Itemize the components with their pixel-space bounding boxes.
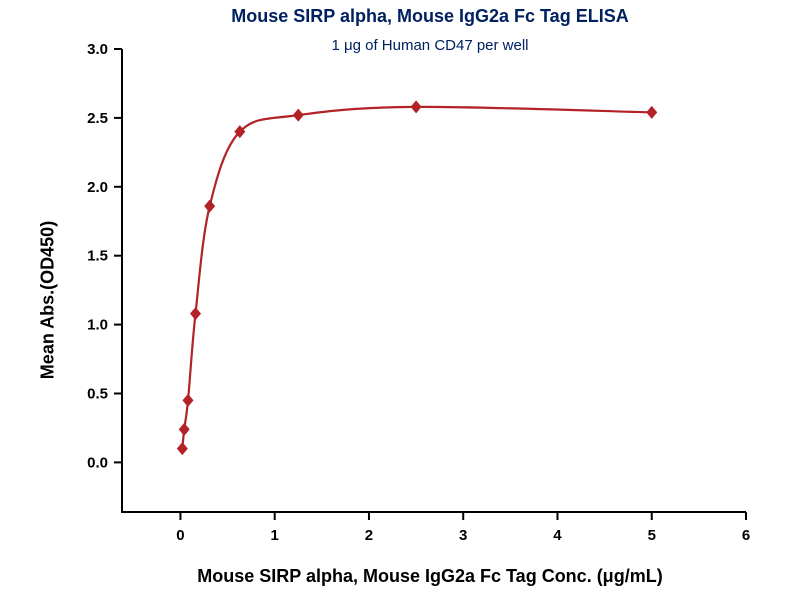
y-tick-label: 0.5 [87,385,108,402]
data-point-marker [182,393,194,407]
y-tick-label: 0.0 [87,454,108,471]
y-tick-label: 1.5 [87,248,108,265]
data-point-marker [410,100,422,114]
y-tick-label: 3.0 [87,41,108,58]
data-point-marker [204,199,216,213]
x-axis-title: Mouse SIRP alpha, Mouse IgG2a Fc Tag Con… [197,566,663,586]
y-tick-label: 1.0 [87,317,108,334]
x-tick-label: 5 [648,527,656,544]
x-tick-label: 3 [459,527,467,544]
fit-curve [181,105,653,450]
data-point-marker [646,105,658,119]
data-point-marker [234,125,246,139]
x-tick-label: 4 [553,527,562,544]
data-point-marker [190,307,202,321]
y-tick-label: 2.5 [87,110,108,127]
data-point-marker [178,422,190,436]
x-tick-label: 6 [742,527,750,544]
data-point-marker [176,442,188,456]
chart-title: Mouse SIRP alpha, Mouse IgG2a Fc Tag ELI… [231,6,629,26]
x-tick-label: 2 [365,527,373,544]
y-tick-label: 2.0 [87,179,108,196]
chart-subtitle: 1 μg of Human CD47 per well [331,37,529,54]
x-tick-label: 0 [176,527,184,544]
data-point-marker [292,108,304,122]
x-tick-label: 1 [271,527,279,544]
